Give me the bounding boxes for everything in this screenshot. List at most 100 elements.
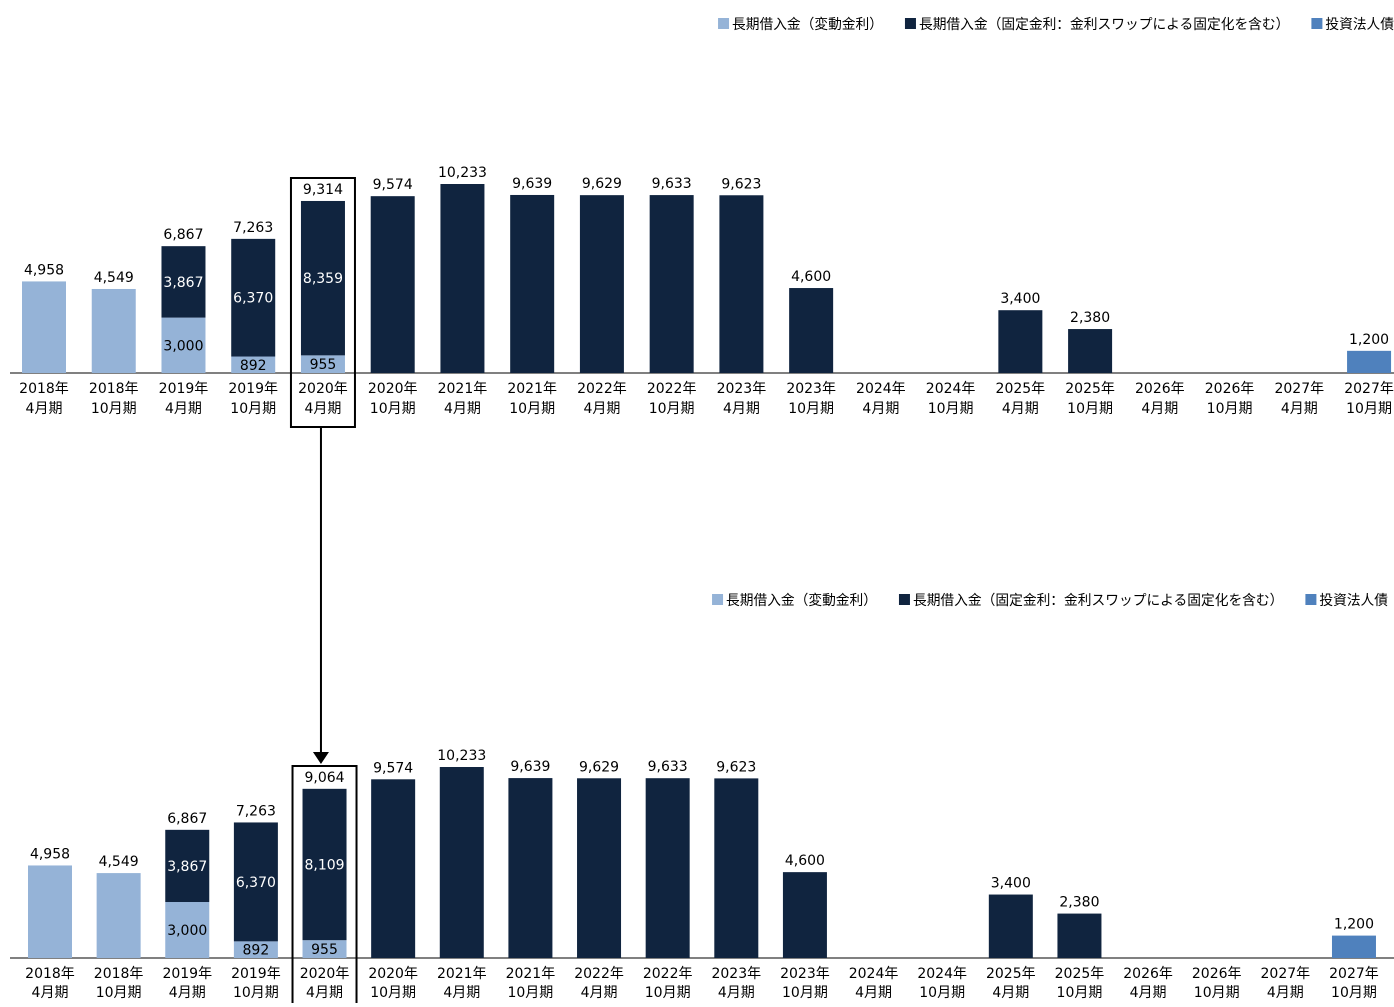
tick-label-period: 4月期 xyxy=(992,985,1029,1001)
legend-label: 長期借入金（固定金利：金利スワップによる固定化を含む） xyxy=(913,593,1283,609)
tick-label-year: 2023年 xyxy=(780,966,830,982)
tick-label-period: 4月期 xyxy=(1281,401,1318,417)
tick-label-period: 4月期 xyxy=(718,985,755,1001)
total-label: 7,263 xyxy=(236,803,276,819)
tick-label-period: 4月期 xyxy=(1130,985,1167,1001)
bar-segment xyxy=(231,238,276,357)
bar-segment xyxy=(782,872,827,958)
bar-segment xyxy=(165,829,210,903)
bar-segment xyxy=(165,902,210,958)
tick-label-year: 2022年 xyxy=(577,381,627,397)
tick-label-year: 2026年 xyxy=(1192,966,1242,982)
total-label: 1,200 xyxy=(1334,917,1374,933)
tick-label-year: 2019年 xyxy=(231,966,281,982)
tick-label-period: 10月期 xyxy=(1346,401,1392,417)
bar-segment xyxy=(370,196,415,373)
tick-label-year: 2027年 xyxy=(1329,966,1379,982)
total-label: 10,233 xyxy=(437,748,486,764)
tick-label-year: 2022年 xyxy=(574,966,624,982)
data-label: 3,000 xyxy=(167,923,207,939)
legend-label: 長期借入金（変動金利） xyxy=(726,592,877,609)
tick-label-year: 2020年 xyxy=(368,966,418,982)
bar-segment xyxy=(300,355,345,373)
bar-segment xyxy=(719,195,764,373)
total-label: 9,633 xyxy=(652,176,692,192)
tick-label-period: 4月期 xyxy=(306,985,343,1001)
data-label: 8,109 xyxy=(304,857,344,873)
bar-segment xyxy=(28,865,72,958)
total-label: 4,958 xyxy=(30,846,70,862)
bar-segment xyxy=(1331,935,1376,958)
bar-segment xyxy=(577,778,622,958)
tick-label-period: 4月期 xyxy=(32,985,69,1001)
tick-label-period: 4月期 xyxy=(26,401,63,417)
total-label: 9,639 xyxy=(512,176,552,192)
bar-segment xyxy=(91,288,136,373)
bar-segment xyxy=(998,310,1043,373)
tick-label-year: 2023年 xyxy=(786,381,836,397)
tick-label-period: 4月期 xyxy=(443,985,480,1001)
bar-segment xyxy=(1057,913,1102,958)
tick-label-period: 4月期 xyxy=(862,401,899,417)
bar-segment xyxy=(1347,350,1392,373)
total-label: 9,629 xyxy=(582,176,622,192)
bar-segment xyxy=(1068,329,1113,373)
bar-segment xyxy=(988,894,1033,958)
total-label: 6,867 xyxy=(163,227,203,243)
total-label: 9,623 xyxy=(721,176,761,192)
total-label: 1,200 xyxy=(1349,332,1389,348)
tick-label-period: 10月期 xyxy=(1194,985,1240,1001)
tick-label-period: 10月期 xyxy=(649,401,695,417)
tick-label-year: 2021年 xyxy=(506,966,556,982)
legend: 長期借入金（変動金利） 長期借入金（固定金利：金利スワップによる固定化を含む） 投資… xyxy=(712,592,1388,609)
legend-swatch xyxy=(1305,594,1317,605)
bar-segment xyxy=(649,195,694,373)
bar-segment xyxy=(233,941,278,958)
total-label: 9,574 xyxy=(373,760,413,776)
chart-1: 長期借入金（変動金利） 長期借入金（固定金利：金利スワップによる固定化を含む） 投資… xyxy=(10,16,1394,428)
data-label: 6,370 xyxy=(236,875,276,891)
bar-segment xyxy=(96,873,141,958)
tick-label-period: 4月期 xyxy=(304,401,341,417)
tick-label-period: 10月期 xyxy=(370,401,416,417)
tick-label-period: 10月期 xyxy=(370,985,416,1001)
tick-label-period: 4月期 xyxy=(165,401,202,417)
tick-label-year: 2022年 xyxy=(647,381,697,397)
total-label: 4,549 xyxy=(94,270,134,286)
total-label: 9,633 xyxy=(648,759,688,775)
tick-label-year: 2025年 xyxy=(1055,966,1105,982)
tick-label-period: 10月期 xyxy=(1057,985,1103,1001)
legend-swatch xyxy=(718,18,730,29)
tick-label-year: 2025年 xyxy=(986,966,1036,982)
tick-label-year: 2018年 xyxy=(94,966,144,982)
tick-label-year: 2026年 xyxy=(1135,381,1185,397)
total-label: 9,639 xyxy=(510,759,550,775)
total-label: 9,623 xyxy=(716,759,756,775)
bar-segment xyxy=(508,778,553,958)
total-label: 9,574 xyxy=(373,177,413,193)
bar-segment xyxy=(645,778,690,958)
data-label: 6,370 xyxy=(233,291,273,307)
tick-label-year: 2027年 xyxy=(1274,381,1324,397)
tick-label-year: 2024年 xyxy=(917,966,967,982)
tick-label-year: 2018年 xyxy=(25,966,75,982)
data-label: 3,867 xyxy=(167,859,207,875)
tick-label-year: 2026年 xyxy=(1205,381,1255,397)
bar-segment xyxy=(22,281,66,373)
bar-segment xyxy=(300,200,345,356)
bar-segment xyxy=(510,194,555,373)
bar-segment xyxy=(233,822,278,942)
tick-label-period: 10月期 xyxy=(788,401,834,417)
tick-label-period: 4月期 xyxy=(169,985,206,1001)
tick-label-year: 2019年 xyxy=(228,381,278,397)
total-label: 9,314 xyxy=(303,182,343,198)
tick-label-year: 2020年 xyxy=(300,966,350,982)
bar-segment xyxy=(302,940,347,958)
tick-label-period: 10月期 xyxy=(96,985,142,1001)
total-label: 6,867 xyxy=(167,811,207,827)
bar-segment xyxy=(439,767,484,958)
chart-2: 長期借入金（変動金利） 長期借入金（固定金利：金利スワップによる固定化を含む） 投資… xyxy=(10,592,1394,1007)
bar-segment xyxy=(440,184,485,373)
tick-label-year: 2027年 xyxy=(1344,381,1394,397)
tick-label-period: 4月期 xyxy=(855,985,892,1001)
